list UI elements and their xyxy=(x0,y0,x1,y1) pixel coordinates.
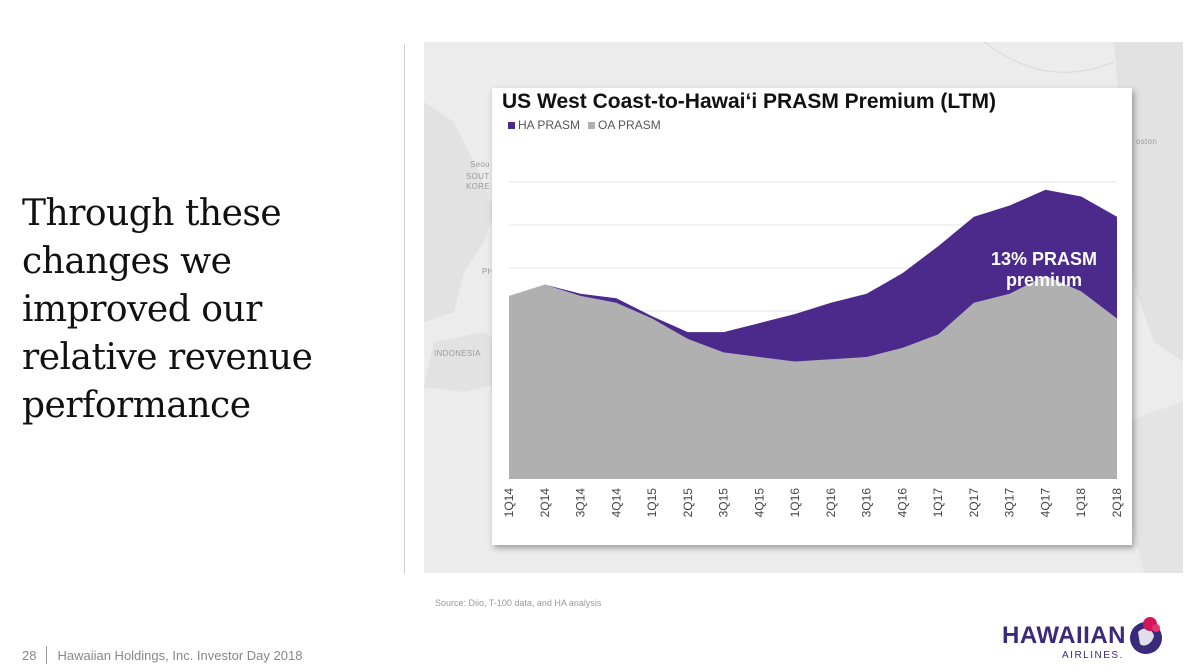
slide-headline: Through these changes we improved our re… xyxy=(22,190,362,430)
x-tick-label: 4Q15 xyxy=(752,488,766,518)
footer-divider xyxy=(46,646,48,664)
annotation-label: premium xyxy=(1006,270,1082,290)
footer: 28 Hawaiian Holdings, Inc. Investor Day … xyxy=(22,646,302,664)
headline-line: improved our xyxy=(22,289,262,330)
vertical-divider xyxy=(404,44,405,574)
legend-item-oa-prasm: OA PRASM xyxy=(588,118,661,132)
legend-swatch xyxy=(588,121,596,129)
x-tick-label: 2Q17 xyxy=(967,488,981,518)
page-number: 28 xyxy=(22,647,37,663)
legend-label: HA PRASM xyxy=(518,118,581,132)
x-tick-label: 3Q15 xyxy=(717,488,731,518)
x-tick-label: 3Q16 xyxy=(860,488,874,518)
x-tick-label: 4Q14 xyxy=(609,488,623,518)
x-tick-label: 2Q16 xyxy=(824,488,838,518)
map-label-boston: oston xyxy=(1136,137,1158,146)
x-tick-label: 3Q17 xyxy=(1003,488,1017,518)
footer-text: Hawaiian Holdings, Inc. Investor Day 201… xyxy=(57,647,303,663)
legend-label: OA PRASM xyxy=(598,118,661,132)
pualani-logo-icon xyxy=(1130,617,1162,654)
x-tick-label: 3Q14 xyxy=(574,488,588,518)
map-label-indonesia: INDONESIA xyxy=(434,349,481,358)
x-tick-label: 4Q17 xyxy=(1038,488,1052,518)
x-tick-label: 1Q14 xyxy=(502,488,516,518)
headline-line: relative revenue xyxy=(22,337,313,378)
x-tick-label: 2Q14 xyxy=(538,488,552,518)
headline-line: Through these xyxy=(22,193,282,234)
logo-subtext: AIRLINES. xyxy=(1062,650,1124,661)
hawaiian-airlines-logo: HAWAIIAN AIRLINES. xyxy=(1002,614,1172,664)
chart-legend: HA PRASM OA PRASM xyxy=(508,118,661,132)
legend-item-ha-prasm: HA PRASM xyxy=(508,118,580,132)
annotation-label: 13% PRASM xyxy=(991,249,1097,269)
x-tick-label: 1Q16 xyxy=(788,488,802,518)
map-label-south-korea: SOUT xyxy=(466,172,490,181)
headline-line: performance xyxy=(22,385,251,426)
logo-wordmark: HAWAIIAN xyxy=(1002,622,1126,649)
chart-title: US West Coast-to-Hawai‘i PRASM Premium (… xyxy=(502,90,996,113)
headline-line: changes we xyxy=(22,241,232,282)
legend-swatch xyxy=(508,121,515,129)
x-tick-label: 4Q16 xyxy=(895,488,909,518)
chart-card: 13% PRASM premium 1Q14 2Q14 3Q14 4Q14 1Q15 2Q15… xyxy=(492,88,1132,545)
x-tick-label: 1Q18 xyxy=(1074,488,1088,518)
series-area-oa-prasm xyxy=(509,275,1117,479)
x-tick-label: 1Q17 xyxy=(931,488,945,518)
x-tick-label: 1Q15 xyxy=(645,488,659,518)
x-tick-label: 2Q18 xyxy=(1110,488,1124,518)
map-label-philippines: PH xyxy=(482,267,494,276)
x-tick-label: 2Q15 xyxy=(681,488,695,518)
map-label-seoul: Seou xyxy=(470,160,490,169)
map-label-south-korea: KORE xyxy=(466,182,490,191)
source-note: Source: Diio, T-100 data, and HA analysi… xyxy=(435,598,602,608)
